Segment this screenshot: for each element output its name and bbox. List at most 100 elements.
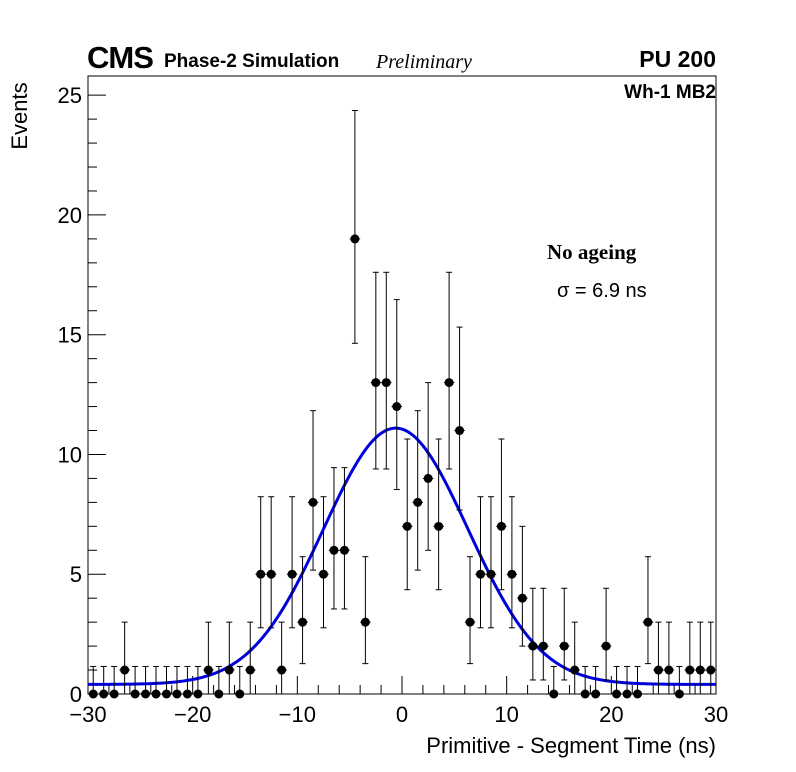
data-marker xyxy=(151,689,161,699)
data-marker xyxy=(633,689,642,699)
data-point xyxy=(422,382,434,551)
data-marker xyxy=(392,402,402,412)
data-marker xyxy=(528,641,538,651)
data-point xyxy=(695,621,706,694)
y-axis-label: Events xyxy=(7,82,32,150)
x-tick-label: 30 xyxy=(704,702,728,727)
data-marker xyxy=(517,593,527,603)
data-marker xyxy=(266,569,276,579)
data-marker xyxy=(465,617,475,627)
data-point xyxy=(412,410,423,571)
data-marker xyxy=(402,521,412,531)
data-point xyxy=(600,587,612,681)
data-marker xyxy=(235,689,245,699)
data-marker xyxy=(371,378,381,388)
plot-frame xyxy=(87,75,717,695)
data-point xyxy=(590,665,601,699)
data-point xyxy=(443,271,455,470)
data-marker xyxy=(120,665,130,675)
data-marker xyxy=(245,665,255,675)
data-point xyxy=(328,467,340,610)
data-point xyxy=(339,467,350,610)
data-point xyxy=(286,496,298,629)
data-point xyxy=(496,438,507,591)
data-point xyxy=(611,665,622,699)
x-tick-label: −20 xyxy=(174,702,211,727)
data-marker xyxy=(182,689,192,699)
x-tick-label: 0 xyxy=(396,702,408,727)
x-tick-label: 20 xyxy=(599,702,623,727)
data-marker xyxy=(507,569,517,579)
data-point xyxy=(255,496,266,629)
data-point xyxy=(213,665,225,699)
data-point xyxy=(276,621,287,694)
data-marker xyxy=(298,617,308,627)
data-point xyxy=(370,271,382,470)
data-marker xyxy=(413,497,423,507)
data-point xyxy=(98,665,109,699)
data-point xyxy=(119,621,130,694)
data-point xyxy=(621,665,633,699)
data-marker xyxy=(612,689,622,699)
data-point xyxy=(150,665,162,699)
data-marker xyxy=(674,689,684,699)
data-point xyxy=(705,621,716,694)
data-marker xyxy=(580,689,590,699)
data-marker xyxy=(193,689,203,699)
data-marker xyxy=(559,641,569,651)
data-marker xyxy=(99,689,109,699)
region-label: Wh-1 MB2 xyxy=(624,82,716,103)
data-marker xyxy=(653,665,663,675)
data-marker xyxy=(549,689,559,699)
data-points xyxy=(88,110,716,699)
data-point xyxy=(192,665,204,699)
data-marker xyxy=(570,665,580,675)
data-point xyxy=(642,556,654,665)
data-marker xyxy=(350,234,360,244)
data-point xyxy=(360,556,371,665)
data-marker xyxy=(319,569,328,579)
data-point xyxy=(538,587,549,681)
data-marker xyxy=(360,617,370,627)
data-point xyxy=(203,621,214,694)
data-marker xyxy=(130,689,140,699)
y-tick-label: 10 xyxy=(58,442,82,467)
data-marker xyxy=(172,689,182,699)
data-point xyxy=(88,665,99,699)
x-tick-labels: −30 −20 −10 0 10 20 30 xyxy=(69,702,728,727)
gaussian-fit-curve xyxy=(87,426,716,686)
data-point xyxy=(245,621,256,694)
data-marker xyxy=(591,689,601,699)
data-point xyxy=(108,665,120,699)
data-marker xyxy=(423,473,433,483)
y-tick-labels: 0 5 10 15 20 25 xyxy=(58,83,82,707)
data-marker xyxy=(444,378,454,388)
data-point xyxy=(307,410,319,571)
y-tick-label: 0 xyxy=(70,682,82,707)
data-point xyxy=(402,438,413,591)
x-tick-label: −30 xyxy=(69,702,106,727)
data-marker xyxy=(277,665,287,675)
data-point xyxy=(475,496,486,629)
data-marker xyxy=(434,521,444,531)
data-marker xyxy=(664,665,674,675)
data-point xyxy=(653,621,664,694)
data-point xyxy=(129,665,141,699)
data-marker xyxy=(308,497,318,507)
x-axis-label: Primitive - Segment Time (ns) xyxy=(426,733,716,758)
data-point xyxy=(381,271,392,470)
data-point xyxy=(632,665,643,699)
pileup-label: PU 200 xyxy=(639,46,716,72)
data-marker xyxy=(109,689,119,699)
data-point xyxy=(454,326,465,511)
data-point xyxy=(140,665,151,699)
data-marker xyxy=(381,378,391,388)
axis-ticks xyxy=(87,94,717,695)
data-marker xyxy=(622,689,632,699)
y-tick-label: 5 xyxy=(70,562,82,587)
x-tick-label: 10 xyxy=(494,702,518,727)
data-point xyxy=(318,496,329,629)
data-marker xyxy=(496,521,506,531)
data-marker xyxy=(224,665,234,675)
